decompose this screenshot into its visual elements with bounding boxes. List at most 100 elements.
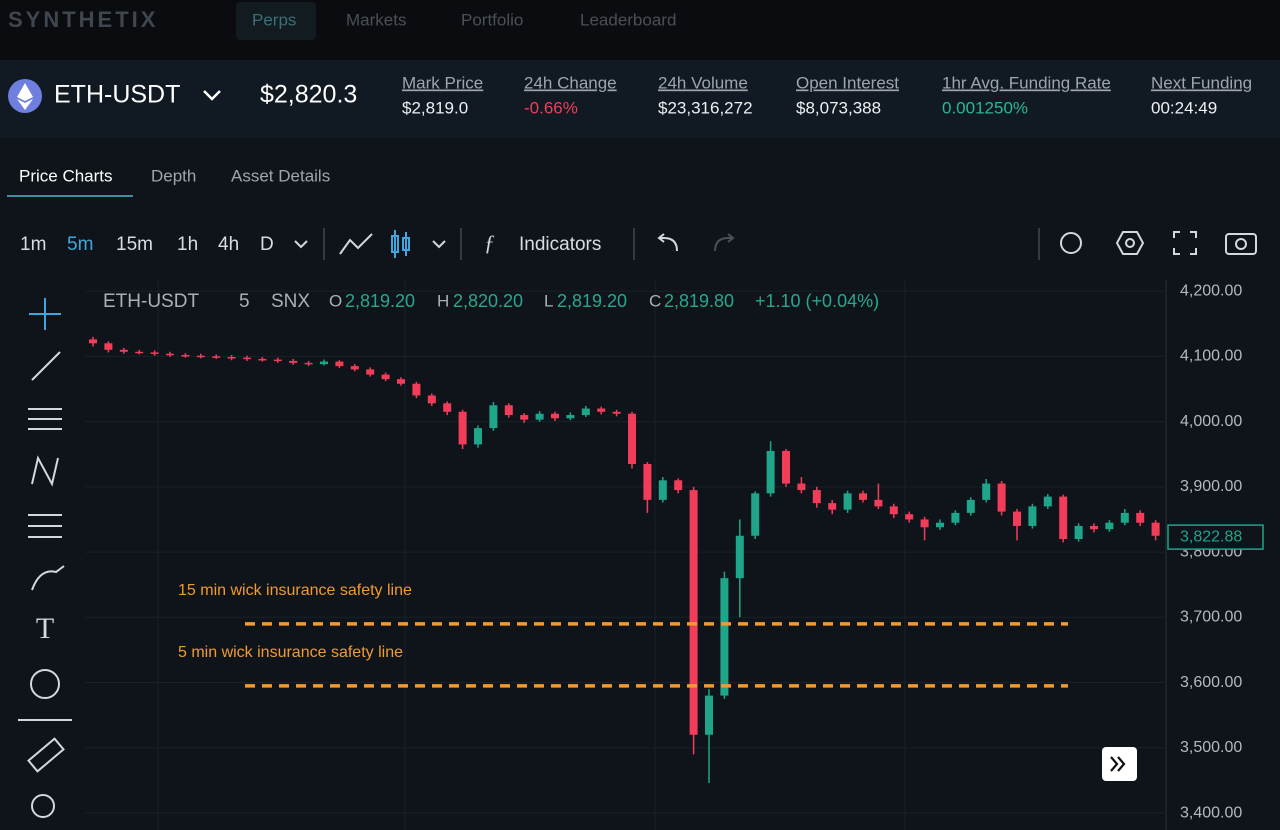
stat-value: $23,316,272 — [658, 98, 753, 117]
candle-body — [843, 493, 852, 510]
ruler-tool[interactable] — [27, 737, 65, 773]
interval[interactable]: 1m — [20, 234, 46, 255]
legend-l-label: L — [544, 291, 553, 310]
pair-dropdown[interactable] — [203, 90, 221, 101]
candle-body — [273, 359, 282, 362]
candle-body — [920, 519, 929, 528]
candle-body — [350, 366, 359, 370]
last-price-label: 3,822.88 — [1180, 528, 1242, 545]
camera-icon[interactable] — [1225, 233, 1257, 255]
candle-body — [443, 403, 452, 412]
dropdown[interactable] — [294, 240, 308, 249]
brush-tool[interactable] — [31, 565, 65, 591]
stat-value: $2,819.0 — [402, 98, 468, 117]
candle-body — [366, 369, 375, 375]
tab[interactable]: Asset Details — [231, 166, 330, 185]
candle-body — [628, 413, 636, 464]
candle-body — [335, 361, 344, 367]
candle-body — [828, 503, 837, 510]
candle-body — [1059, 496, 1068, 540]
camera-lens — [1235, 238, 1247, 250]
ohlc-legend: ETH-USDT 5 SNX O 2,819.20 H 2,820.20 L 2… — [103, 291, 879, 312]
y-tick-label: 3,600.00 — [1180, 674, 1242, 691]
nav-item[interactable]: Perps — [252, 10, 296, 29]
fib-tool[interactable] — [28, 408, 62, 430]
candle-body — [735, 535, 744, 579]
tab[interactable]: Depth — [151, 166, 196, 185]
candle-body — [119, 349, 128, 352]
candle-body — [243, 357, 251, 360]
candle-body — [504, 405, 513, 416]
candle-body — [612, 411, 621, 414]
candle-body — [782, 450, 790, 484]
nav-item[interactable]: Portfolio — [461, 10, 523, 29]
stat-label: 24h Volume — [658, 73, 748, 92]
y-tick-label: 4,000.00 — [1180, 413, 1242, 430]
alert-icon[interactable] — [1060, 232, 1082, 254]
interval[interactable]: 15m — [116, 234, 153, 255]
candle-body — [751, 493, 760, 536]
legend-o: 2,819.20 — [345, 291, 415, 311]
candle-body — [689, 490, 698, 735]
plot: 15 min wick insurance safety line 5 min w… — [89, 336, 1264, 784]
candle-body — [1013, 511, 1021, 526]
last-price: $2,820.3 — [260, 81, 357, 109]
candle-body — [289, 360, 298, 363]
pair[interactable]: ETH-USDT — [54, 81, 180, 109]
y-tick-label: 3,700.00 — [1180, 609, 1242, 626]
candle-body — [966, 499, 975, 513]
zoom-tool[interactable] — [31, 794, 55, 818]
emoji-tool[interactable] — [30, 669, 60, 699]
fx-icon[interactable]: ƒ — [484, 230, 495, 255]
crosshair-tool[interactable] — [29, 298, 61, 330]
candle-body — [1028, 506, 1037, 526]
legend-c: 2,819.80 — [664, 291, 734, 311]
candle-body — [859, 493, 867, 500]
y-tick-label: 3,500.00 — [1180, 739, 1242, 756]
text-tool[interactable]: T — [36, 612, 54, 645]
trend-tool[interactable] — [31, 351, 61, 381]
stat-value: -0.66% — [524, 98, 578, 117]
stat-label: Open Interest — [796, 73, 899, 92]
pattern-tool[interactable] — [31, 455, 59, 487]
candle-body — [135, 351, 144, 354]
candle-icon[interactable] — [391, 230, 410, 258]
candle-body — [936, 522, 944, 528]
stat-label: 24h Change — [524, 73, 617, 92]
legend-interval: 5 — [239, 291, 250, 312]
interval[interactable]: 4h — [218, 234, 239, 255]
fullscreen-icon[interactable] — [1173, 231, 1197, 255]
indicators[interactable]: Indicators — [519, 234, 601, 255]
projection-tool[interactable] — [28, 514, 62, 538]
interval[interactable]: 5m — [67, 234, 93, 255]
scroll-button[interactable] — [1102, 747, 1137, 781]
candle-body — [1090, 525, 1098, 530]
vertical-grid — [157, 280, 906, 830]
nav-item[interactable]: Leaderboard — [580, 10, 676, 29]
candle-body — [304, 362, 313, 365]
stat-label: Mark Price — [402, 73, 483, 92]
candle-body — [905, 514, 914, 520]
candle-body — [551, 413, 559, 419]
dropdown[interactable] — [432, 240, 446, 249]
candle-body — [674, 480, 683, 491]
candle-body — [720, 578, 729, 696]
legend-c-label: C — [649, 291, 661, 310]
stat-value: 0.001250% — [942, 98, 1028, 117]
interval[interactable]: 1h — [177, 234, 198, 255]
legend-h: 2,820.20 — [453, 291, 523, 311]
undo[interactable] — [657, 233, 678, 252]
interval[interactable]: D — [260, 234, 274, 255]
candle-body — [658, 480, 667, 500]
settings-dot — [1125, 238, 1135, 248]
y-tick-label: 4,100.00 — [1180, 348, 1242, 365]
nav-item[interactable]: Markets — [346, 10, 406, 29]
y-tick-label: 4,200.00 — [1180, 282, 1242, 299]
tab[interactable]: Price Charts — [19, 166, 113, 185]
settings-icon[interactable] — [1115, 231, 1145, 255]
legend-l: 2,819.20 — [557, 291, 627, 311]
redo[interactable] — [714, 233, 735, 252]
candle-body — [705, 695, 713, 735]
line-chart-icon[interactable] — [339, 233, 373, 255]
candle-body — [227, 356, 236, 359]
